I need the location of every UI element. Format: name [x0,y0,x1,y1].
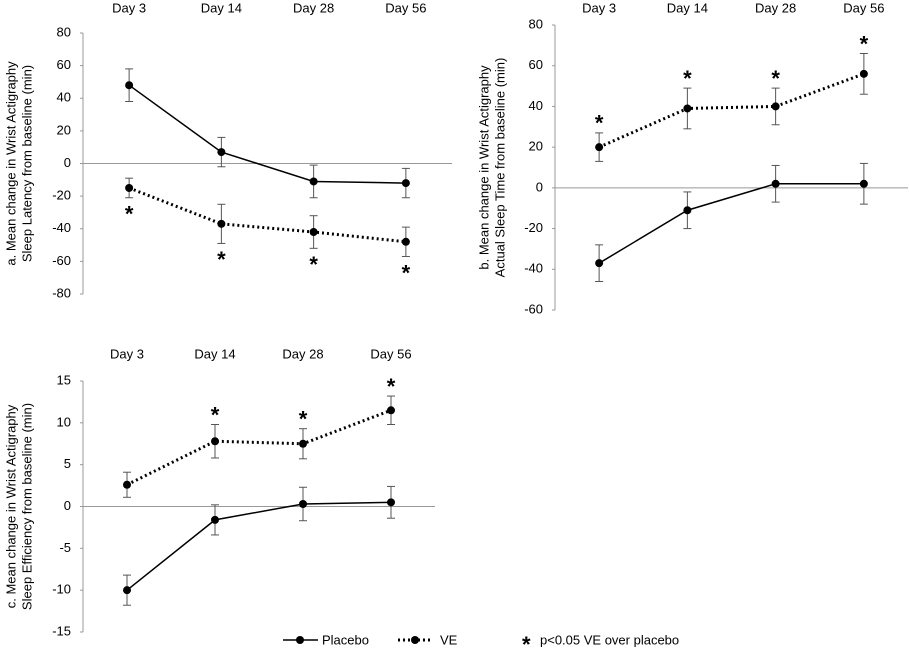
significance-marker: * [402,260,411,285]
x-tick-label: Day 28 [755,0,796,15]
y-tick-label: 40 [57,90,71,105]
series-line [126,408,392,487]
y-tick-label: 10 [57,414,71,429]
data-point [771,179,780,188]
series-line [128,84,406,184]
y-axis-title: Sleep Latency from baseline (min) [19,65,34,262]
y-axis-title: a. Mean change in Wrist Actigraphy [3,61,18,266]
y-tick-label: -5 [59,540,71,555]
significance-marker: * [309,252,318,277]
series-line [598,183,864,264]
data-point [859,179,868,188]
significance-marker: * [217,247,226,272]
data-point [125,81,134,90]
significance-marker: * [595,111,604,136]
data-point [123,480,131,489]
legend-label: VE [440,632,458,647]
data-point [683,104,692,113]
significance-marker: * [211,402,220,427]
series-line [126,501,392,591]
significance-marker: * [683,66,692,91]
y-tick-label: -40 [52,220,71,235]
significance-marker: * [387,374,396,399]
x-tick-label: Day 28 [293,0,334,15]
data-point [309,177,318,186]
y-tick-label: 20 [529,139,543,154]
data-point [387,406,395,415]
data-point [401,179,410,188]
y-tick-label: 40 [529,98,543,113]
y-tick-label: 0 [536,179,543,194]
y-axis-title: Actual Sleep Time from baseline (min) [492,58,507,278]
legend-marker [296,636,304,644]
y-axis-title: b. Mean change in Wrist Actigraphy [476,65,491,270]
y-tick-label: 80 [529,16,543,31]
data-point [299,439,307,448]
y-tick-label: 60 [57,57,71,72]
x-tick-label: Day 56 [370,346,411,361]
y-tick-label: 0 [64,498,71,513]
significance-marker: * [771,66,780,91]
data-point [859,69,868,78]
y-tick-label: -20 [524,220,543,235]
legend-symbol: * [522,632,531,649]
data-point [401,237,410,246]
data-point [123,586,131,595]
y-tick-label: -60 [524,301,543,316]
y-tick-label: 80 [57,24,71,39]
y-tick-label: -40 [524,261,543,276]
data-point [211,437,219,446]
x-tick-label: Day 56 [843,0,884,15]
x-tick-label: Day 3 [110,346,144,361]
data-point [211,515,219,524]
x-tick-label: Day 14 [667,0,708,15]
y-axis-title: c. Mean change in Wrist Actigraphy [3,404,18,608]
x-tick-label: Day 56 [385,0,426,15]
series-line [598,72,865,149]
y-tick-label: 15 [57,372,71,387]
data-point [387,498,395,507]
y-tick-label: 5 [64,456,71,471]
y-tick-label: -10 [52,582,71,597]
data-point [125,183,134,192]
x-tick-label: Day 14 [194,346,235,361]
y-tick-label: 60 [529,57,543,72]
data-point [683,206,692,215]
significance-marker: * [860,31,869,56]
series-line [128,186,407,244]
x-tick-label: Day 14 [201,0,242,15]
data-point [217,219,226,228]
y-tick-label: -60 [52,253,71,268]
data-point [771,102,780,111]
x-tick-label: Day 3 [112,0,146,15]
y-tick-label: -20 [52,188,71,203]
legend-marker [411,636,419,644]
data-point [309,228,318,237]
legend-label: Placebo [322,632,369,647]
data-point [217,148,226,157]
x-tick-label: Day 3 [582,0,616,15]
y-axis-title: Sleep Efficiency from baseline (min) [19,403,34,610]
data-point [595,143,604,152]
y-tick-label: 0 [64,155,71,170]
x-tick-label: Day 28 [282,346,323,361]
significance-marker: * [299,407,308,432]
legend-note: p<0.05 VE over placebo [540,632,679,647]
y-tick-label: 20 [57,122,71,137]
y-tick-label: -80 [52,285,71,300]
data-point [595,259,604,268]
y-tick-label: -15 [52,623,71,638]
significance-marker: * [125,202,134,227]
data-point [299,499,307,508]
